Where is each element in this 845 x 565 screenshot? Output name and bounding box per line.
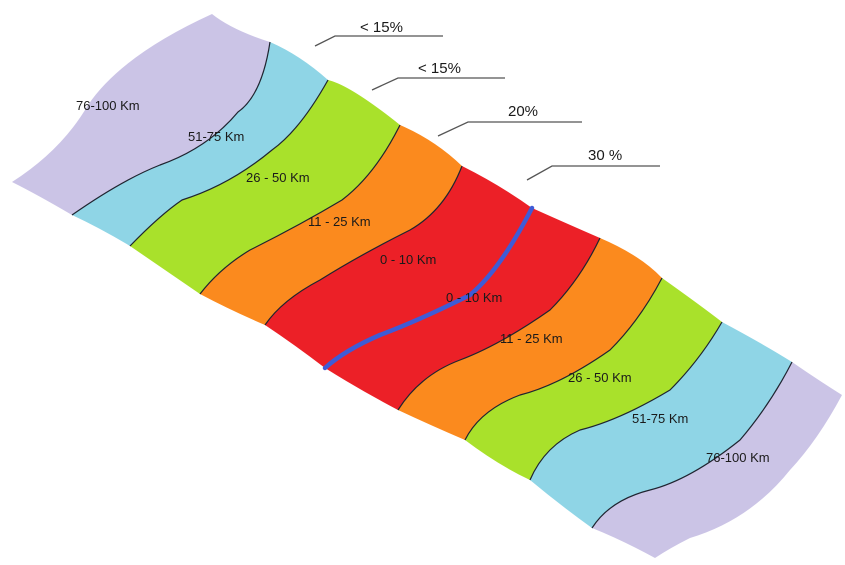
zone-label-51-75-upper: 51-75 Km (188, 129, 244, 144)
zone-label-0-10-upper: 0 - 10 Km (380, 252, 436, 267)
percent-label-2: < 15% (418, 60, 461, 77)
zone-label-76-100-lower: 76-100 Km (706, 450, 770, 465)
zone-label-11-25-upper: 11 - 25 Km (308, 214, 371, 229)
zone-label-26-50-upper: 26 - 50 Km (246, 170, 310, 185)
percent-label-3: 20% (508, 103, 538, 120)
percent-label-4: 30 % (588, 147, 622, 164)
leader-line-4 (527, 166, 660, 180)
zone-label-26-50-lower: 26 - 50 Km (568, 370, 632, 385)
leader-line-2 (372, 78, 505, 90)
leader-line-3 (438, 122, 582, 136)
zone-label-0-10-lower: 0 - 10 Km (446, 290, 502, 305)
leader-line-1 (315, 36, 443, 46)
percent-label-1: < 15% (360, 19, 403, 36)
zone-label-76-100-upper: 76-100 Km (76, 98, 140, 113)
zone-label-51-75-lower: 51-75 Km (632, 411, 688, 426)
zone-label-11-25-lower: 11 - 25 Km (500, 331, 563, 346)
